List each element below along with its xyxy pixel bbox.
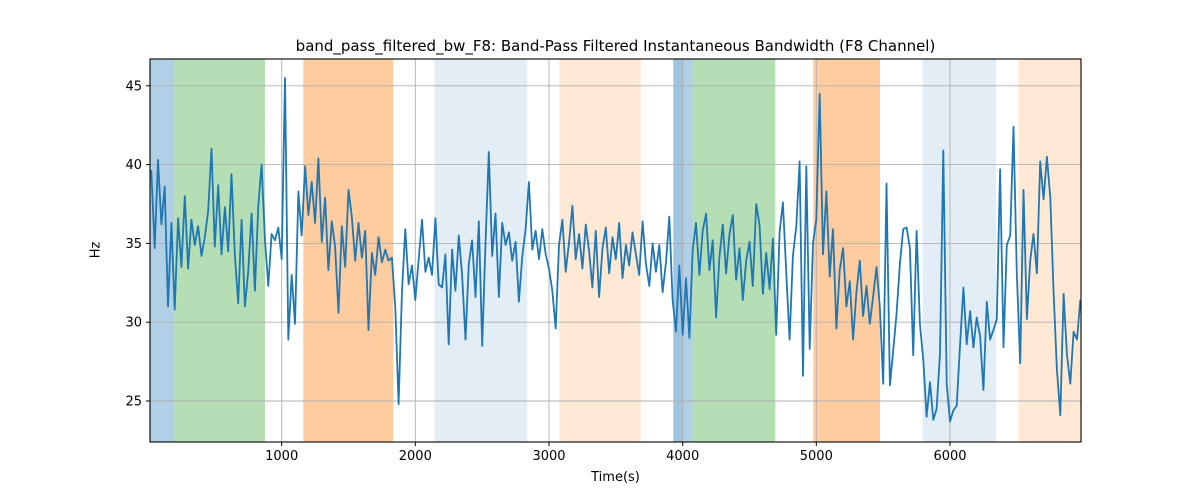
highlight-band-lightorange-1 — [559, 59, 641, 442]
highlight-band-orange-2 — [813, 59, 880, 442]
x-tick-label-2000: 2000 — [399, 449, 432, 464]
chart-title: band_pass_filtered_bw_F8: Band-Pass Filt… — [295, 37, 936, 55]
highlight-band-orange-1 — [303, 59, 394, 442]
x-tick-label-3000: 3000 — [532, 449, 565, 464]
highlight-band-lightorange-2 — [1018, 59, 1081, 442]
x-tick-label-4000: 4000 — [666, 449, 699, 464]
highlight-band-blue-2-overlap — [673, 59, 683, 442]
axes-spines — [149, 58, 1082, 443]
x-tick-label-1000: 1000 — [265, 449, 298, 464]
signal-line-band_pass_filtered_bw_F8 — [149, 77, 1082, 423]
x-axis-label: Time(s) — [591, 470, 640, 485]
y-axis-label: Hz — [88, 241, 104, 259]
y-tick-label-35: 35 — [125, 237, 142, 252]
y-tick-label-45: 45 — [125, 79, 142, 94]
highlight-band-lightblue-2 — [922, 59, 996, 442]
y-tick-label-30: 30 — [125, 316, 142, 331]
y-tick-label-40: 40 — [125, 158, 142, 173]
y-tick-label-25: 25 — [125, 395, 142, 410]
x-tick-label-6000: 6000 — [933, 449, 966, 464]
x-tick-label-5000: 5000 — [800, 449, 833, 464]
